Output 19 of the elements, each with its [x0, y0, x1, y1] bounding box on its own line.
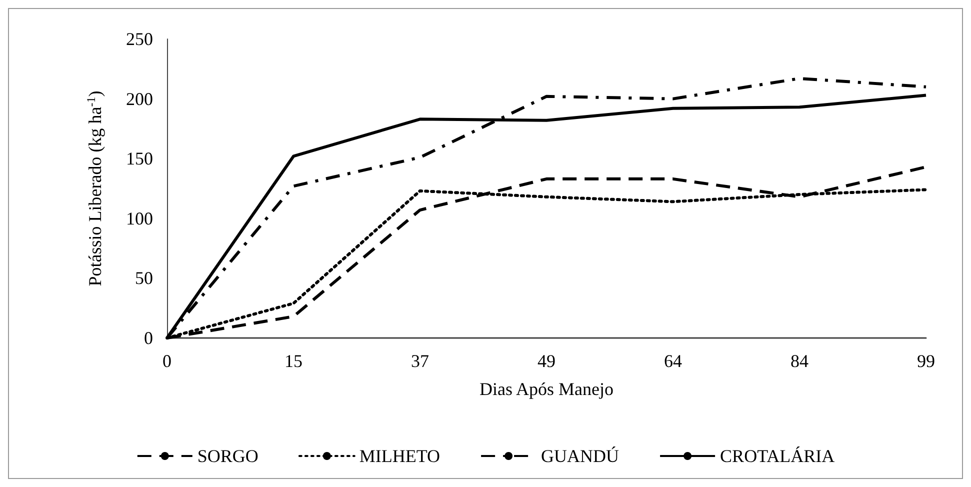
x-tick-label: 49	[538, 351, 556, 371]
x-tick-label: 84	[790, 351, 808, 371]
y-tick-label: 50	[135, 268, 153, 288]
y-tick-label: 100	[126, 208, 153, 228]
x-tick-label: 0	[162, 351, 172, 371]
x-tick-label: 15	[284, 351, 302, 371]
y-tick-label: 150	[126, 148, 153, 169]
legend-label: SORGO	[197, 446, 258, 466]
x-tick-label: 64	[664, 351, 682, 371]
x-axis-title: Dias Após Manejo	[480, 379, 614, 399]
y-tick-label: 250	[126, 29, 153, 49]
y-tick-label: 200	[126, 88, 153, 109]
y-axis-title: Potássio Liberado (kg ha-1)	[84, 90, 105, 286]
legend-label: GUANDÚ	[541, 446, 620, 466]
y-tick-label: 0	[144, 328, 153, 348]
legend-label: CROTALÁRIA	[720, 446, 835, 466]
x-tick-label: 37	[411, 351, 429, 371]
x-tick-label: 99	[917, 351, 935, 371]
legend-label: MILHETO	[359, 446, 440, 466]
